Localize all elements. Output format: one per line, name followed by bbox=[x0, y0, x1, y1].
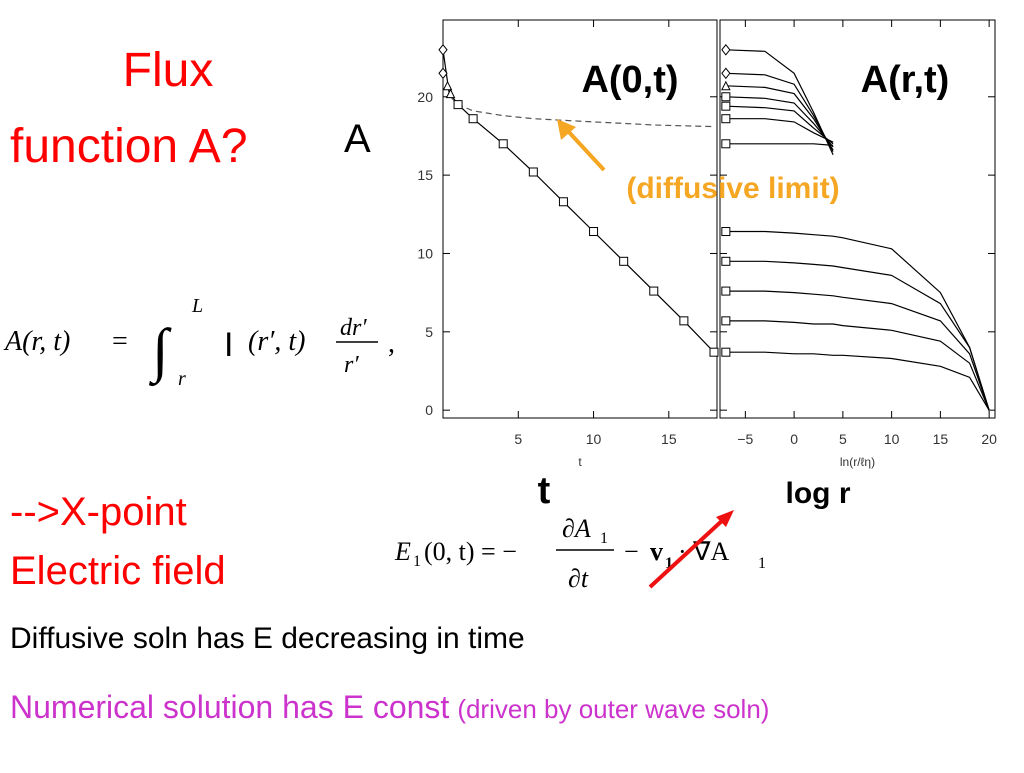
marker bbox=[721, 139, 731, 149]
eq-den: r′ bbox=[344, 352, 359, 378]
series-line bbox=[725, 49, 834, 156]
marker bbox=[453, 100, 463, 110]
marker bbox=[679, 316, 689, 326]
x-axis-label: ln(r/ℓη) bbox=[840, 455, 875, 469]
eq2-sub: 1 bbox=[600, 530, 608, 547]
logr-label: log r bbox=[786, 477, 851, 510]
eq-args: (r′, t) bbox=[248, 326, 305, 357]
panel-label: A(r,t) bbox=[861, 59, 950, 101]
marker bbox=[721, 286, 731, 296]
series-line bbox=[725, 230, 990, 411]
marker bbox=[619, 256, 629, 266]
charts: 0 5 10 15 20 5 10 15 t −5 0 5 10 15 20 ln(r/ℓη) bbox=[417, 19, 997, 469]
marker bbox=[442, 80, 453, 91]
eq2-sub: 1 bbox=[665, 555, 673, 572]
series-line bbox=[725, 105, 834, 145]
marker bbox=[528, 167, 538, 177]
eq-num: dr′ bbox=[340, 315, 367, 341]
series-line bbox=[725, 85, 834, 151]
series-line bbox=[725, 290, 990, 411]
title-line: function A? bbox=[10, 120, 248, 173]
text-line: Numerical solution has E const (driven by… bbox=[10, 689, 769, 725]
series-line bbox=[725, 143, 834, 146]
equation-2: E 1 (0, t) = − ∂A 1 ∂t − v 1 · ∇A 1 bbox=[394, 514, 766, 593]
series-line bbox=[450, 96, 715, 128]
series-line bbox=[725, 320, 990, 411]
marker bbox=[721, 43, 731, 56]
x-tick-label: 0 bbox=[790, 431, 798, 447]
eq2-sub: 1 bbox=[413, 553, 421, 570]
x-tick-label: 5 bbox=[839, 431, 847, 447]
x-tick-label: −5 bbox=[737, 431, 753, 447]
marker bbox=[721, 227, 731, 237]
marker bbox=[721, 316, 731, 326]
y-tick-label: 5 bbox=[425, 324, 433, 340]
marker bbox=[438, 43, 448, 56]
y-tick-label: 15 bbox=[417, 167, 433, 183]
marker bbox=[649, 286, 659, 296]
arrow-head bbox=[716, 510, 734, 527]
marker bbox=[721, 92, 731, 102]
text-note: (driven by outer wave soln) bbox=[457, 694, 769, 724]
eq2-sub: 1 bbox=[758, 555, 766, 572]
marker bbox=[721, 347, 731, 357]
marker bbox=[721, 101, 731, 111]
text-line: Diffusive soln has E decreasing in time bbox=[10, 622, 525, 655]
x-tick-label: 5 bbox=[514, 431, 522, 447]
series-line bbox=[725, 351, 990, 411]
marker bbox=[468, 114, 478, 124]
series-line bbox=[725, 260, 990, 411]
xpoint-line: -->X-point bbox=[10, 490, 187, 534]
a-label: A bbox=[344, 117, 371, 161]
plot-frame bbox=[719, 19, 996, 419]
series-line bbox=[725, 118, 834, 143]
annotation: (diffusive limit) bbox=[626, 172, 839, 205]
marker bbox=[721, 80, 731, 91]
t-label: t bbox=[538, 470, 551, 512]
xpoint-line: Electric field bbox=[10, 549, 226, 593]
marker bbox=[721, 256, 731, 266]
title-line: Flux bbox=[123, 44, 214, 97]
y-tick-label: 20 bbox=[417, 89, 433, 105]
x-axis-label: t bbox=[578, 455, 582, 469]
eq-integral: ∫ bbox=[149, 317, 172, 387]
marker bbox=[558, 197, 568, 207]
y-tick-label: 10 bbox=[417, 245, 433, 261]
eq-lhs: A(r, t) bbox=[3, 326, 70, 357]
arrow-head bbox=[557, 119, 576, 140]
eq-sign: = bbox=[112, 326, 128, 357]
y-tick-label: 0 bbox=[425, 402, 433, 418]
annotation-arrow bbox=[565, 128, 606, 172]
marker bbox=[445, 88, 456, 99]
eq2-den: ∂t bbox=[568, 564, 589, 593]
x-tick-label: 15 bbox=[661, 431, 677, 447]
marker bbox=[721, 114, 731, 124]
marker bbox=[498, 139, 508, 149]
series-line bbox=[725, 96, 834, 148]
eq2-v: v bbox=[650, 537, 663, 566]
strike-arrow bbox=[648, 516, 727, 589]
eq-integrand: I bbox=[224, 326, 233, 364]
text-main: Numerical solution has E const bbox=[10, 689, 449, 725]
eq2-e: E bbox=[394, 537, 411, 566]
eq-upper: L bbox=[191, 295, 203, 317]
x-tick-label: 10 bbox=[884, 431, 900, 447]
equation-1: A(r, t) = ∫ L r I (r′, t) dr′ r′ , bbox=[3, 295, 395, 390]
plot-frame bbox=[442, 19, 718, 419]
eq2-minus: − bbox=[624, 537, 639, 566]
eq2-args: (0, t) = − bbox=[424, 537, 517, 566]
eq-comma: , bbox=[388, 328, 395, 359]
marker bbox=[709, 347, 719, 357]
series-line bbox=[725, 72, 834, 152]
x-tick-label: 10 bbox=[586, 431, 602, 447]
eq2-num: ∂A bbox=[562, 514, 591, 543]
x-tick-label: 20 bbox=[981, 431, 997, 447]
marker bbox=[438, 67, 448, 80]
marker bbox=[721, 67, 731, 80]
panel-label: A(0,t) bbox=[581, 59, 678, 101]
marker bbox=[589, 227, 599, 237]
eq-lower: r bbox=[178, 368, 186, 390]
x-tick-label: 15 bbox=[933, 431, 949, 447]
